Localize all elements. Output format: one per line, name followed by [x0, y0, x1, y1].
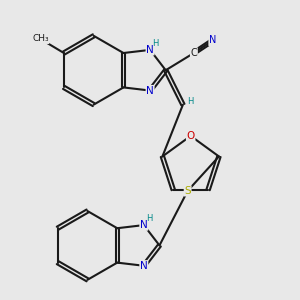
Text: N: N: [140, 220, 148, 230]
Text: O: O: [187, 131, 195, 141]
Text: N: N: [209, 35, 216, 46]
Text: H: H: [187, 97, 193, 106]
Text: C: C: [190, 48, 197, 58]
Text: S: S: [184, 186, 191, 196]
Text: N: N: [140, 261, 148, 271]
Text: N: N: [146, 85, 154, 96]
Text: CH₃: CH₃: [32, 34, 49, 43]
Text: N: N: [146, 45, 154, 55]
Text: H: H: [146, 214, 153, 223]
Text: H: H: [152, 38, 159, 47]
